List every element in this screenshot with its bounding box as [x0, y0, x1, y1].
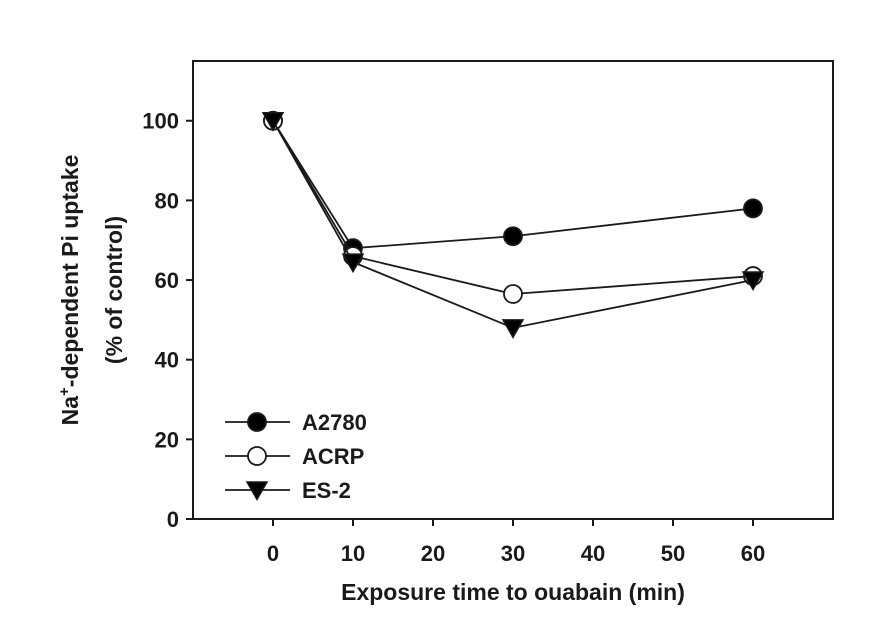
- series-line-acrp: [272, 120, 754, 295]
- legend-marker-acrp: [247, 446, 267, 466]
- y-axis-title-prefix: Na: [57, 396, 83, 426]
- legend-label: ACRP: [302, 444, 364, 469]
- data-point-es-2: [501, 319, 525, 339]
- legend-label: ES-2: [302, 478, 351, 503]
- y-axis-title-superscript: +: [56, 387, 73, 396]
- series-line-es-2: [272, 120, 754, 329]
- y-axis-title-rest: -dependent Pi uptake: [57, 155, 83, 388]
- legend: A2780 ACRP ES-2: [225, 410, 367, 503]
- legend-item-acrp: ACRP: [225, 444, 364, 469]
- y-axis-title-line2: (% of control): [101, 216, 127, 364]
- x-tick-label: 20: [421, 541, 445, 566]
- series-es-2: [261, 111, 765, 339]
- legend-item-es-2: ES-2: [225, 478, 351, 503]
- data-point-a2780: [503, 226, 523, 247]
- series-layer: [261, 110, 765, 339]
- x-tick-label: 60: [741, 541, 765, 566]
- y-tick-label: 0: [167, 507, 179, 532]
- y-tick-label: 100: [142, 109, 179, 134]
- legend-marker-a2780: [247, 412, 267, 432]
- data-point-es-2: [341, 253, 365, 274]
- data-point-a2780: [743, 198, 763, 219]
- y-tick-label: 20: [155, 427, 179, 452]
- data-point-es-2: [741, 271, 765, 292]
- x-tick-label: 50: [661, 541, 685, 566]
- series-line-a2780: [272, 120, 754, 250]
- y-tick-label: 40: [155, 348, 179, 373]
- legend-marker-es-2: [245, 481, 269, 502]
- y-axis-title-2: (% of control): [101, 216, 127, 364]
- data-point-es-2: [261, 111, 285, 132]
- x-axis-title: Exposure time to ouabain (min): [341, 579, 685, 605]
- legend-item-a2780: A2780: [225, 410, 367, 435]
- series-acrp: [263, 110, 763, 304]
- ticks-layer: 0 10 20 30 40 50 60 0 20 40 60 80 100: [142, 109, 765, 566]
- y-tick-label: 80: [155, 188, 179, 213]
- y-axis-title: Na+-dependent Pi uptake: [56, 155, 83, 426]
- x-tick-label: 30: [501, 541, 525, 566]
- x-tick-label: 40: [581, 541, 605, 566]
- legend-label: A2780: [302, 410, 367, 435]
- y-tick-label: 60: [155, 268, 179, 293]
- x-tick-label: 0: [267, 541, 279, 566]
- x-tick-label: 10: [341, 541, 365, 566]
- y-axis-title-line1: Na+-dependent Pi uptake: [56, 155, 83, 426]
- data-point-acrp: [503, 284, 523, 304]
